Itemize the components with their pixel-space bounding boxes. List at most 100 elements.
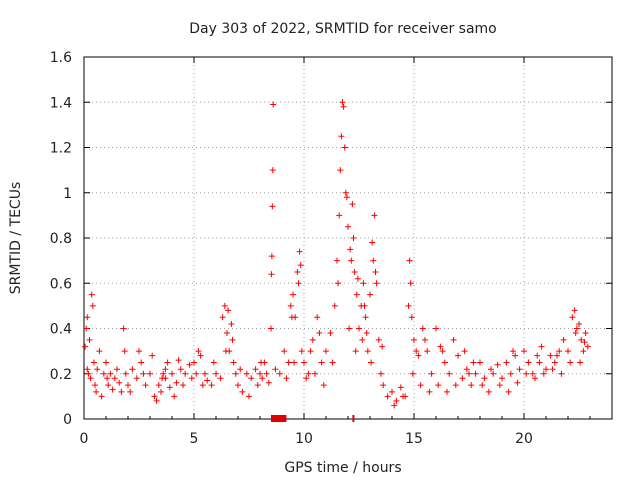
- data-point: [356, 325, 362, 332]
- data-point: [246, 393, 252, 400]
- data-point: [202, 370, 208, 377]
- data-point: [287, 302, 294, 309]
- data-point: [188, 375, 195, 382]
- y-axis-label: SRMTID / TECUs: [8, 182, 24, 295]
- data-point: [309, 336, 316, 343]
- grid-lines: [84, 57, 612, 419]
- data-point: [538, 343, 545, 350]
- data-point: [417, 382, 424, 389]
- data-point: [581, 339, 588, 346]
- data-point: [516, 366, 523, 373]
- data-point: [88, 291, 95, 298]
- y-tick-label: 0.6: [50, 276, 72, 292]
- data-point: [252, 366, 259, 373]
- data-point: [235, 382, 241, 389]
- data-point: [155, 382, 162, 389]
- data-point: [111, 375, 118, 382]
- data-point: [105, 382, 112, 389]
- data-point: [426, 388, 433, 395]
- data-point: [437, 343, 444, 350]
- data-point: [269, 167, 276, 174]
- data-point: [121, 348, 128, 355]
- data-point: [573, 325, 580, 332]
- data-point: [523, 370, 530, 377]
- data-point: [237, 366, 244, 373]
- data-point: [472, 370, 479, 377]
- data-point: [103, 359, 109, 366]
- data-point: [547, 352, 554, 359]
- data-point: [406, 257, 413, 264]
- data-point: [373, 280, 380, 287]
- data-point: [303, 375, 310, 382]
- x-tick-label: 20: [515, 431, 533, 447]
- data-point: [175, 357, 182, 364]
- data-point: [349, 201, 356, 208]
- data-point: [335, 280, 342, 287]
- data-point: [422, 336, 428, 343]
- data-point: [409, 370, 416, 377]
- data-point: [291, 359, 298, 366]
- data-point: [348, 257, 355, 264]
- data-point: [204, 377, 211, 384]
- data-point: [505, 388, 512, 395]
- data-point: [320, 382, 327, 389]
- data-point: [364, 348, 371, 355]
- data-point: [140, 370, 147, 377]
- data-point: [496, 382, 503, 389]
- data-point: [494, 361, 501, 368]
- data-point: [232, 370, 239, 377]
- data-point: [160, 370, 167, 377]
- data-point: [159, 375, 166, 382]
- gap-marker: [352, 415, 355, 422]
- data-point: [331, 302, 338, 309]
- data-point: [318, 359, 325, 366]
- data-point: [297, 262, 304, 269]
- data-point: [384, 393, 391, 400]
- data-point: [224, 330, 230, 337]
- data-point: [107, 370, 114, 377]
- data-point: [120, 325, 127, 332]
- data-point: [391, 402, 398, 409]
- data-point: [352, 348, 359, 355]
- data-point: [556, 348, 563, 355]
- data-point: [295, 280, 302, 287]
- data-point: [301, 359, 307, 366]
- data-point: [578, 336, 585, 343]
- data-point: [468, 382, 475, 389]
- data-point: [363, 330, 370, 337]
- data-point: [329, 359, 336, 366]
- data-point: [372, 268, 379, 275]
- data-point: [314, 314, 321, 321]
- data-point: [378, 370, 384, 377]
- y-tick-label: 1.6: [50, 50, 72, 66]
- data-point: [197, 352, 204, 359]
- data-point: [93, 388, 100, 395]
- data-point: [413, 348, 420, 355]
- x-tick-label: 15: [405, 431, 423, 447]
- data-point: [510, 348, 516, 355]
- data-point: [281, 348, 288, 355]
- data-point: [407, 280, 414, 287]
- data-point: [459, 375, 466, 382]
- data-point: [182, 370, 189, 377]
- data-point: [257, 370, 263, 377]
- x-tick-label: 10: [295, 431, 313, 447]
- data-point: [307, 348, 314, 355]
- data-point: [479, 382, 486, 389]
- y-tick-label: 0.8: [50, 231, 72, 247]
- data-point: [336, 212, 343, 219]
- data-point: [435, 382, 442, 389]
- data-point: [558, 370, 565, 377]
- axis-ticks: [83, 56, 612, 420]
- data-point: [259, 375, 266, 382]
- data-point: [371, 212, 378, 219]
- data-point: [419, 325, 426, 332]
- data-point: [268, 271, 275, 278]
- data-point: [369, 239, 376, 246]
- data-point: [151, 393, 158, 400]
- data-point: [208, 382, 215, 389]
- data-point: [446, 370, 453, 377]
- data-point: [582, 330, 589, 337]
- data-point: [433, 325, 439, 332]
- data-point: [290, 291, 296, 298]
